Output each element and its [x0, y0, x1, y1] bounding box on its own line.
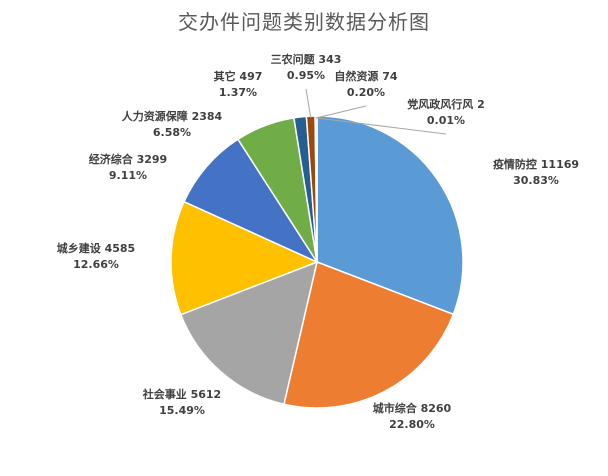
slice-label-10: 党风政风行风 2: [407, 97, 484, 111]
chart-title: 交办件问题类别数据分析图: [178, 10, 430, 34]
slice-percent-10: 0.01%: [427, 114, 465, 127]
slice-label-2: 城市综合 8260: [373, 401, 452, 415]
slice-label-7: 其它 497: [214, 69, 263, 83]
slice-percent-6: 6.58%: [153, 126, 191, 139]
pie-slice-3: [179, 260, 319, 406]
slice-label-1: 疫情防控 11169: [493, 157, 579, 171]
slice-label-9: 自然资源 74: [334, 69, 397, 83]
slice-percent-1: 30.83%: [513, 174, 559, 187]
pie-slice-1: [316, 115, 464, 316]
slice-percent-8: 0.95%: [287, 69, 325, 82]
pie-slice-2: [283, 260, 455, 409]
pie-slice-4: [170, 200, 319, 316]
leader-line-9: [315, 105, 367, 119]
slice-label-3: 社会事业 5612: [142, 387, 221, 401]
slice-percent-7: 1.37%: [219, 86, 257, 99]
leader-line-8: [305, 88, 312, 119]
slice-percent-3: 15.49%: [159, 404, 205, 417]
slice-percent-4: 12.66%: [73, 258, 119, 271]
slice-percent-9: 0.20%: [347, 86, 385, 99]
leader-line-10: [316, 117, 447, 135]
slice-label-6: 人力资源保障 2384: [122, 109, 223, 123]
slice-percent-2: 22.80%: [389, 418, 435, 431]
slice-percent-5: 9.11%: [109, 169, 147, 182]
slice-label-4: 城乡建设 4585: [57, 241, 135, 255]
pie-slice-5: [183, 138, 320, 264]
slice-label-5: 经济综合 3299: [89, 152, 167, 166]
slice-label-8: 三农问题 343: [271, 52, 342, 66]
